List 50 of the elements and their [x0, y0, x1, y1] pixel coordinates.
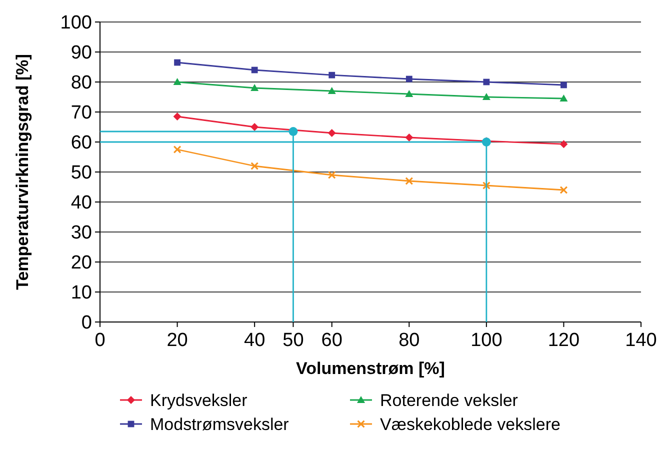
x-tick-label: 20 — [166, 330, 188, 351]
x-tick-label: 0 — [94, 330, 106, 351]
point — [328, 72, 336, 78]
y-tick-label: 40 — [70, 192, 92, 214]
y-tick-label: 60 — [70, 132, 92, 154]
y-tick-label: 70 — [70, 102, 92, 124]
point — [250, 84, 259, 91]
point — [560, 94, 568, 102]
point — [560, 186, 568, 194]
point — [560, 82, 567, 88]
x-tick-label: 100 — [470, 330, 502, 351]
y-axis-title: Temperaturvirkningsgrad [%] — [13, 54, 32, 290]
point — [251, 66, 258, 74]
y-tick-label: 90 — [70, 42, 92, 64]
x-tick-label: 60 — [321, 330, 342, 351]
point — [173, 146, 182, 154]
x-tick-label: 120 — [548, 330, 580, 351]
point — [560, 140, 568, 148]
point — [482, 93, 490, 100]
point — [288, 127, 298, 136]
point — [250, 162, 259, 170]
x-tick-label: 80 — [398, 330, 420, 351]
point — [405, 90, 414, 97]
y-tick-label: 80 — [70, 72, 92, 94]
legend-label: Væskekoblede vekslere — [380, 414, 560, 434]
point — [483, 78, 490, 86]
x-tick-label: 40 — [244, 330, 266, 351]
x-tick-label: 50 — [282, 330, 304, 351]
point — [405, 134, 414, 142]
legend-label: Modstrømsveksler — [150, 414, 290, 434]
x-tick-label: 140 — [625, 330, 657, 351]
point — [482, 182, 490, 190]
y-tick-label: 50 — [70, 162, 92, 184]
point — [328, 129, 336, 137]
point — [250, 123, 259, 131]
legend-label: Roterende veksler — [380, 390, 518, 410]
y-tick-label: 100 — [60, 12, 92, 34]
point — [328, 87, 336, 94]
y-tick-label: 30 — [70, 222, 92, 244]
y-tick-label: 0 — [81, 312, 92, 334]
point — [173, 78, 182, 85]
y-tick-label: 20 — [70, 252, 92, 274]
point — [328, 171, 336, 179]
legend-label: Krydsveksler — [150, 390, 248, 410]
point — [406, 76, 412, 82]
y-tick-label: 10 — [70, 282, 92, 304]
point — [173, 112, 182, 120]
x-axis-title: Volumenstrøm [%] — [296, 359, 445, 378]
point — [405, 177, 414, 185]
point — [174, 59, 180, 66]
